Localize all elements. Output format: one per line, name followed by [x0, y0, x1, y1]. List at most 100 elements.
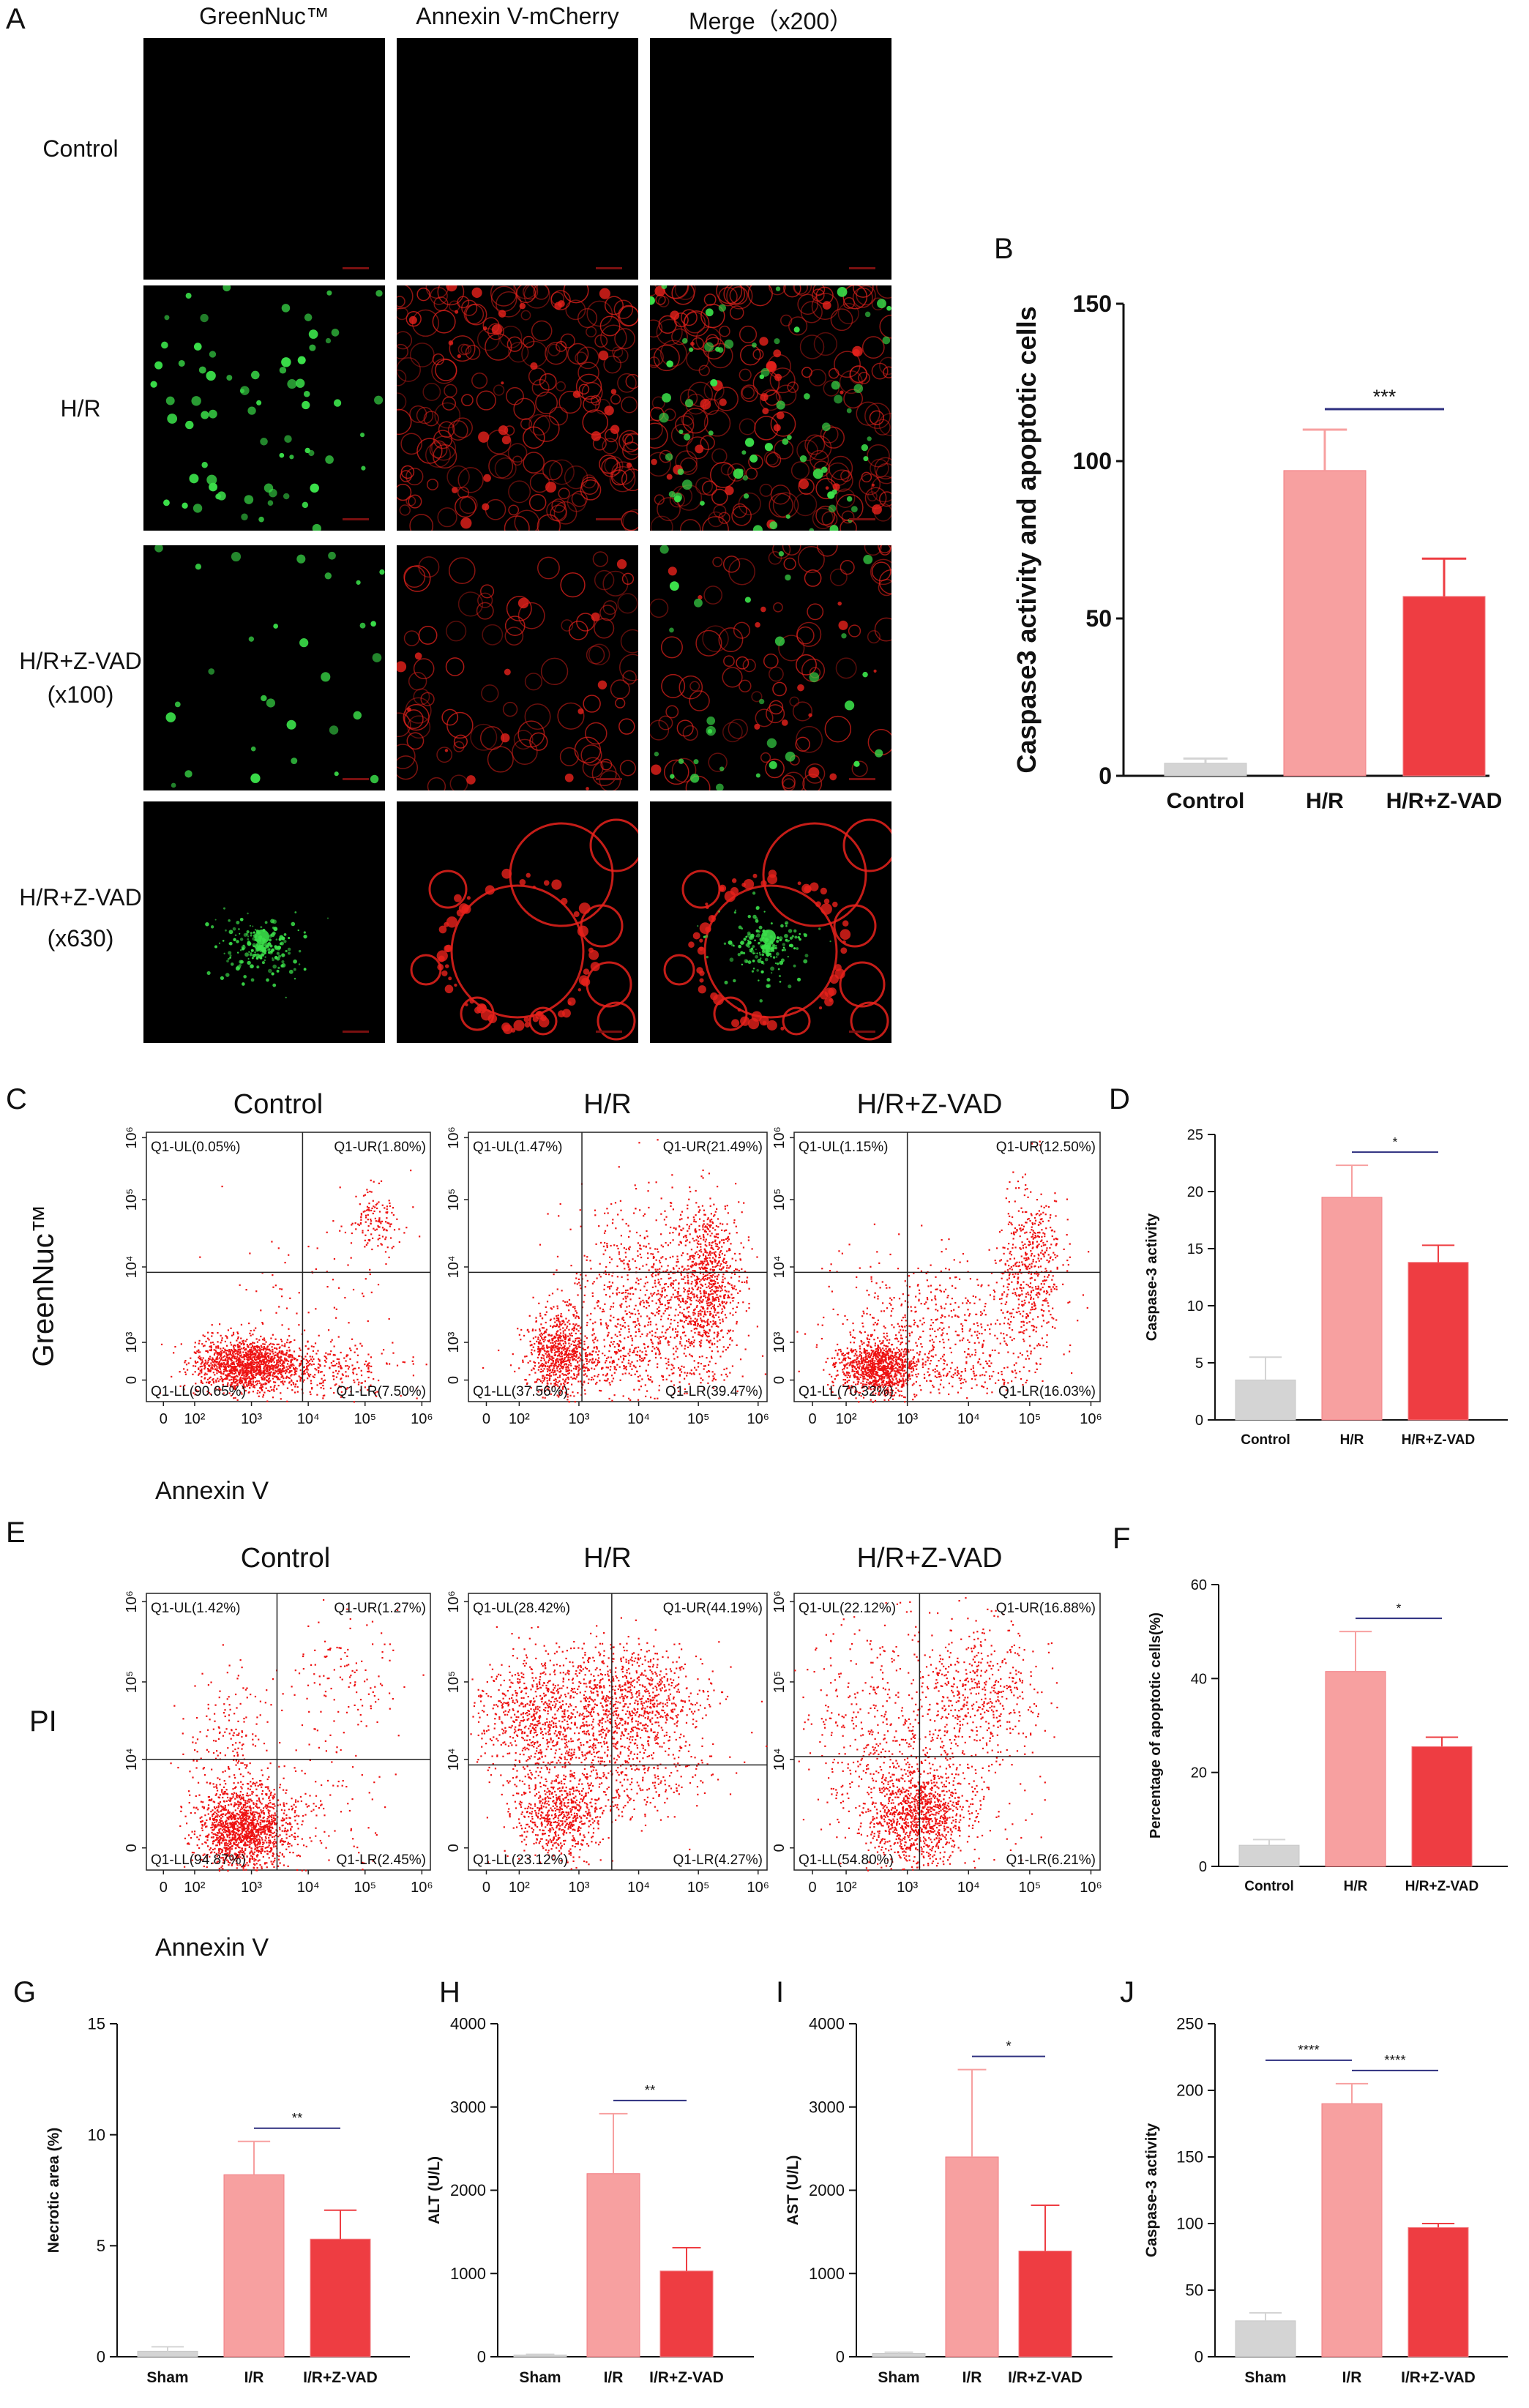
event-dot — [212, 1372, 214, 1374]
event-dot — [553, 1347, 555, 1349]
event-dot — [589, 1260, 591, 1262]
event-dot — [712, 1257, 714, 1259]
red-cell-outline — [480, 584, 495, 599]
green-nucleus — [185, 293, 192, 299]
red-cell-outline — [782, 771, 805, 790]
red-cell-outline — [523, 452, 545, 474]
event-dot — [280, 1339, 283, 1341]
event-dot — [659, 1318, 662, 1320]
event-dot — [591, 1358, 594, 1360]
green-nucleus — [659, 412, 669, 423]
event-dot — [649, 1247, 651, 1249]
event-dot — [220, 1372, 223, 1375]
event-dot — [656, 1366, 659, 1369]
event-dot — [629, 1287, 632, 1290]
green-nucleus — [284, 435, 292, 443]
event-dot — [639, 1209, 641, 1211]
red-cell-outline — [558, 487, 570, 500]
event-dot — [539, 1330, 541, 1332]
event-dot — [541, 1334, 544, 1336]
event-dot — [556, 1315, 558, 1317]
event-dot — [410, 1170, 412, 1172]
event-dot — [345, 1365, 347, 1367]
red-cell-bright — [478, 431, 490, 443]
event-dot — [561, 1339, 564, 1342]
event-dot — [250, 1348, 253, 1350]
event-dot — [635, 1324, 638, 1326]
event-dot — [600, 1323, 602, 1325]
event-dot — [277, 1356, 279, 1358]
red-cell-bright — [591, 612, 600, 621]
red-cell — [538, 1017, 550, 1028]
event-dot — [703, 1230, 706, 1233]
red-cell-outline — [658, 715, 673, 730]
red-cell — [531, 1014, 535, 1018]
green-speck — [250, 932, 253, 935]
event-dot — [226, 1370, 228, 1372]
event-dot — [651, 1272, 654, 1274]
event-dot — [562, 1346, 564, 1349]
green-nucleus — [718, 304, 727, 312]
event-dot — [634, 1325, 636, 1328]
event-dot — [677, 1270, 679, 1272]
event-dot — [376, 1391, 378, 1393]
event-dot — [556, 1355, 559, 1357]
event-dot — [290, 1359, 292, 1361]
event-dot — [239, 1348, 242, 1351]
red-cell-outline — [408, 672, 427, 691]
event-dot — [549, 1377, 551, 1380]
event-dot — [698, 1325, 700, 1327]
event-dot — [356, 1361, 359, 1364]
event-dot — [383, 1229, 385, 1231]
event-dot — [368, 1362, 370, 1364]
event-dot — [233, 1372, 236, 1375]
event-dot — [354, 1351, 356, 1353]
red-cell-outline — [594, 334, 608, 348]
event-dot — [543, 1349, 545, 1351]
image-row-label-control: Control — [7, 135, 154, 162]
event-dot — [552, 1359, 554, 1362]
event-dot — [384, 1207, 386, 1209]
event-dot — [250, 1346, 253, 1349]
event-dot — [711, 1252, 713, 1255]
red-cell-outline — [745, 467, 758, 480]
event-dot — [602, 1245, 605, 1248]
event-dot — [370, 1291, 373, 1293]
red-cell-outline — [727, 463, 746, 482]
event-dot — [291, 1365, 293, 1367]
event-dot — [367, 1363, 369, 1365]
green-nucleus — [677, 468, 684, 475]
event-dot — [214, 1360, 216, 1362]
event-dot — [560, 1364, 562, 1367]
event-dot — [260, 1353, 262, 1356]
event-dot — [231, 1378, 233, 1381]
red-cell — [731, 1019, 740, 1028]
event-dot — [580, 1380, 582, 1383]
event-dot — [657, 1251, 659, 1253]
event-dot — [572, 1358, 574, 1360]
event-dot — [645, 1276, 647, 1278]
event-dot — [634, 1260, 636, 1263]
event-dot — [250, 1354, 253, 1356]
event-dot — [378, 1201, 380, 1203]
red-cell-outline — [740, 344, 761, 366]
red-cell-outline — [416, 287, 430, 302]
red-cell-outline — [620, 629, 638, 654]
event-dot — [273, 1381, 275, 1383]
event-dot — [425, 1364, 427, 1366]
red-cell-bright — [762, 408, 769, 415]
event-dot — [621, 1292, 623, 1295]
event-dot — [668, 1326, 671, 1328]
event-dot — [310, 1358, 313, 1361]
event-dot — [673, 1296, 676, 1298]
event-dot — [184, 1373, 187, 1375]
event-dot — [184, 1384, 186, 1387]
event-dot — [253, 1386, 256, 1388]
event-dot — [712, 1375, 714, 1377]
event-dot — [240, 1337, 242, 1339]
red-cell-outline — [874, 457, 891, 479]
red-cell-outline — [576, 613, 595, 632]
event-dot — [263, 1356, 266, 1358]
event-dot — [559, 1347, 561, 1349]
event-dot — [303, 1329, 306, 1331]
